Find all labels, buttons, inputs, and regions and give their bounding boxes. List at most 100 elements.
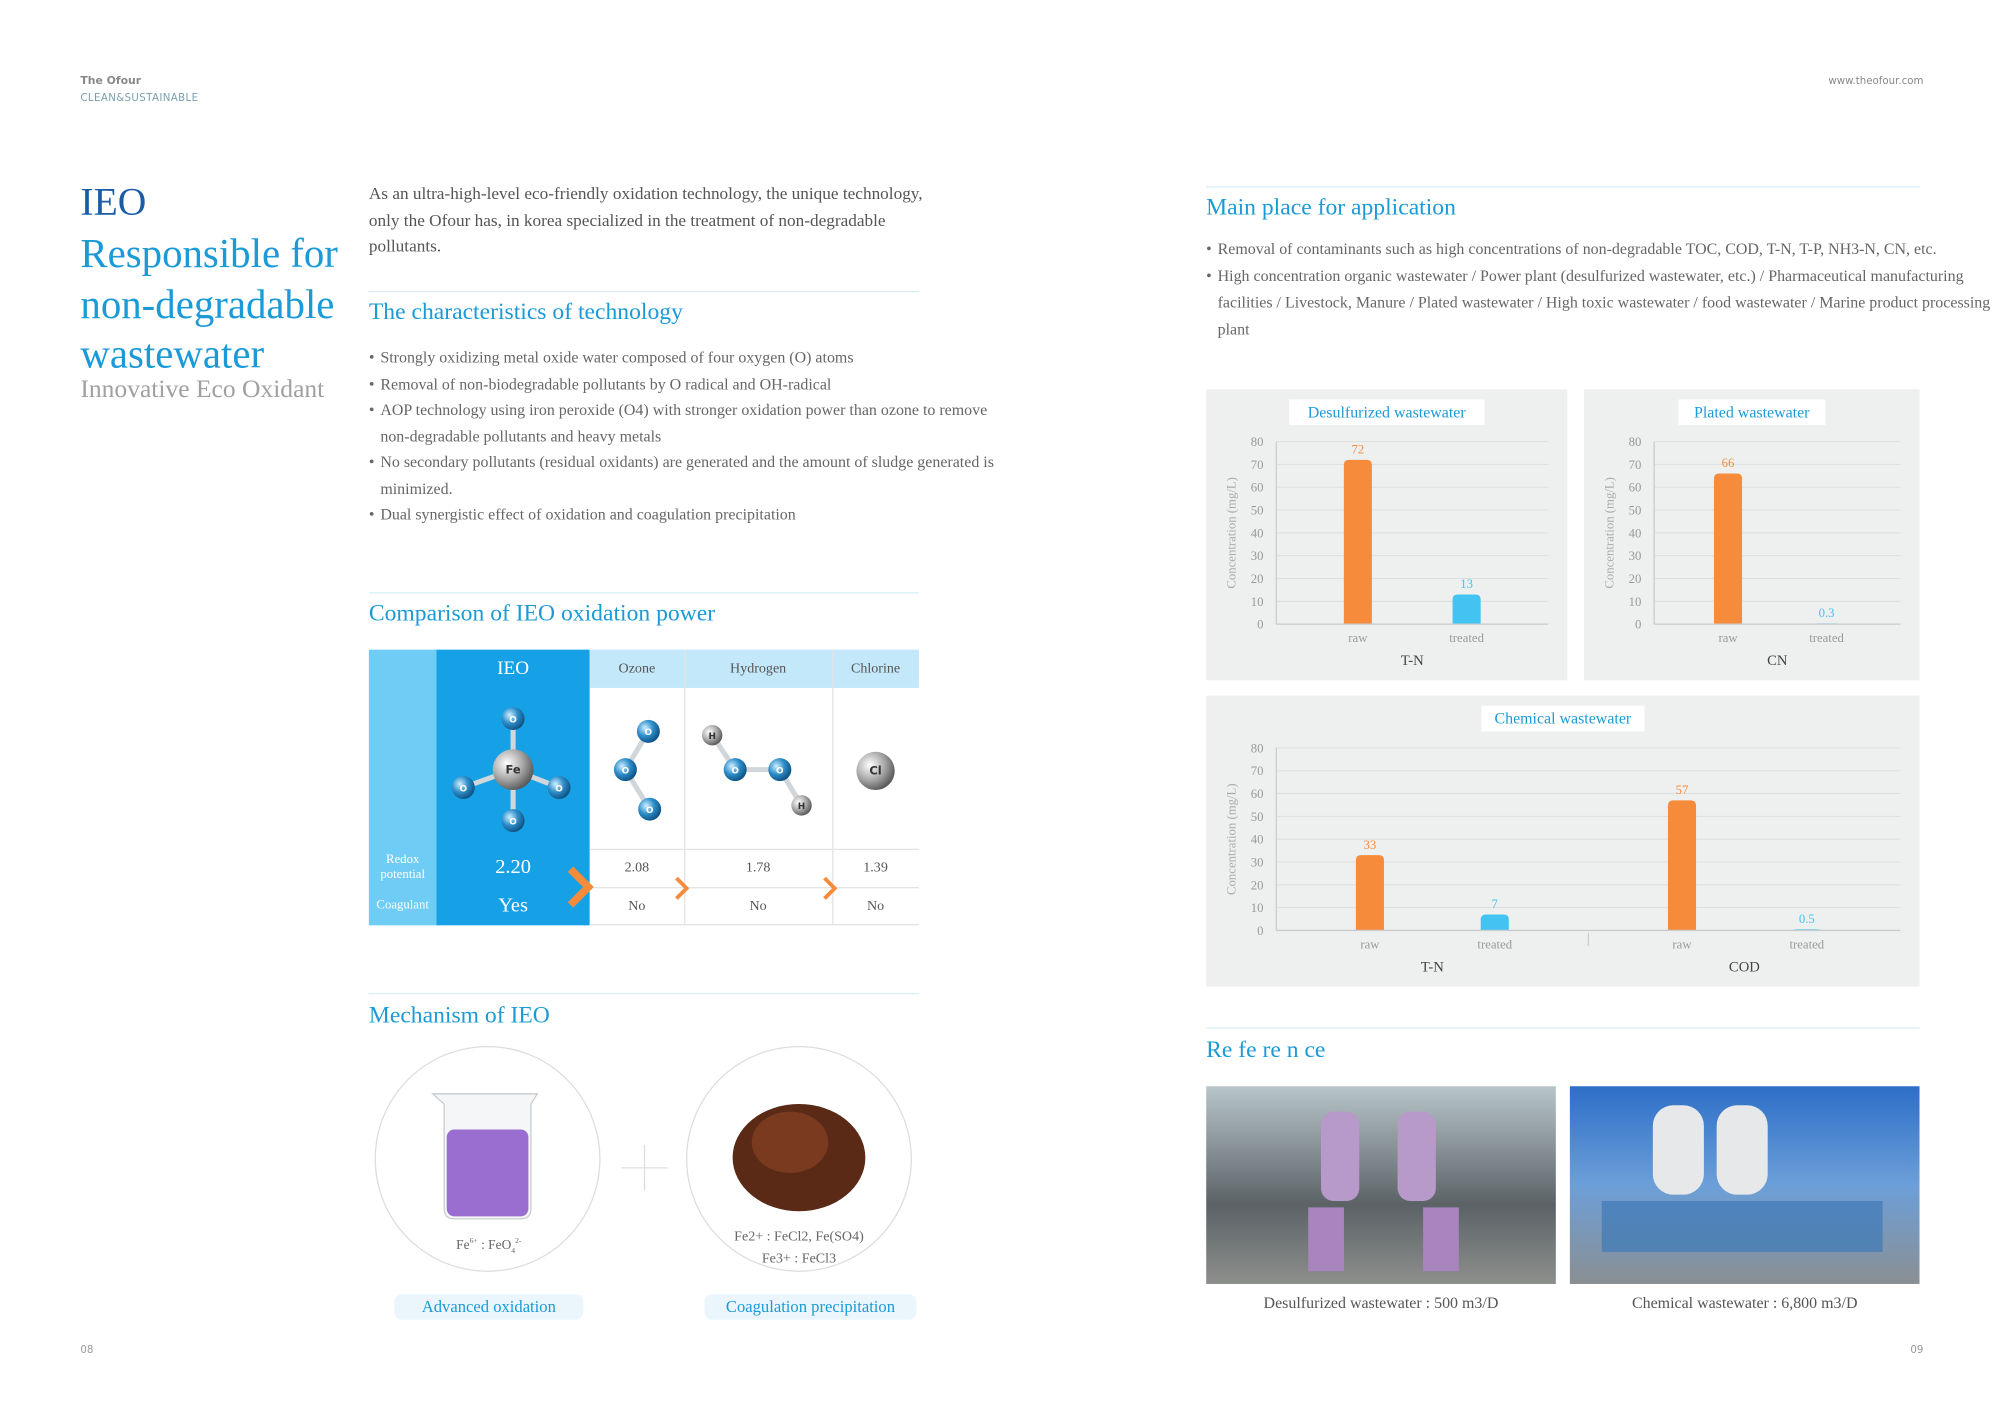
caption: Innovative Eco Oxidant [80, 375, 325, 404]
y-tick-label: 60 [1251, 481, 1264, 495]
atom-label: O [776, 766, 784, 776]
tank [1320, 1111, 1360, 1202]
label-pill: Coagulation precipitation [704, 1294, 917, 1320]
y-tick-label: 60 [1251, 787, 1264, 801]
y-tick-label: 30 [1629, 549, 1642, 563]
powder [751, 1111, 829, 1173]
y-tick-label: 30 [1251, 549, 1264, 563]
photo-caption: Desulfurized wastewater : 500 m3/D [1263, 1294, 1499, 1313]
value-label: 66 [1722, 456, 1735, 470]
tank [1308, 1207, 1344, 1272]
tank [1716, 1105, 1768, 1195]
heading: Comparison of IEO oxidation power [368, 601, 716, 627]
title-pill [1481, 705, 1645, 732]
atom [613, 758, 637, 782]
column-header: IEO [497, 657, 530, 679]
chevron [675, 876, 690, 900]
intro: As an ultra-high-level eco-friendly oxid… [368, 183, 923, 256]
atom [501, 707, 525, 731]
atom [638, 797, 662, 821]
group-label: T-N [1421, 959, 1444, 975]
heading: The characteristics of technology [368, 299, 683, 326]
atom-label: H [798, 802, 805, 812]
column-header: Hydrogen [730, 661, 787, 677]
x-tick-label: treated [1477, 937, 1512, 951]
tank [1397, 1111, 1436, 1202]
atom-label: O [622, 766, 630, 776]
chart-title: Desulfurized wastewater [1308, 404, 1467, 421]
atom [547, 776, 571, 799]
list-item: Removal of non-biodegradable pollutants … [369, 371, 1007, 397]
y-axis-label: Concentration (mg/L) [1602, 477, 1616, 589]
title-pill [1289, 399, 1485, 426]
y-tick-label: 80 [1251, 741, 1264, 755]
list-item: No secondary pollutants (residual oxidan… [369, 449, 1007, 501]
bar [1343, 459, 1372, 625]
y-tick-label: 70 [1251, 458, 1264, 472]
chart-title: Chemical wastewater [1494, 711, 1631, 728]
y-axis-label: Concentration (mg/L) [1224, 783, 1238, 895]
y-tick-label: 10 [1251, 901, 1264, 915]
heading: Mechanism of IEO [368, 1003, 550, 1029]
row-label: Coagulant [376, 898, 429, 913]
atom-label: Fe [506, 762, 521, 776]
y-tick-label: 20 [1251, 878, 1264, 892]
photos [1206, 1086, 1920, 1284]
molecules: Fe O O O O O O O H O O H Cl [451, 707, 895, 833]
chart-panel: Desulfurized wastewater Concentration (mg… [1206, 389, 1568, 681]
y-tick-label: 50 [1629, 504, 1642, 518]
group-label: COD [1729, 959, 1760, 975]
tagline: CLEAN&SUSTAINABLE [80, 91, 199, 104]
atom [701, 724, 723, 746]
x-tick-label: treated [1449, 631, 1484, 645]
chevrons [567, 866, 838, 908]
chart-title: Plated wastewater [1694, 404, 1810, 421]
photo [1206, 1086, 1556, 1284]
value-label: 7 [1492, 897, 1498, 911]
bar [1713, 473, 1743, 625]
atom-label: Cl [869, 764, 881, 778]
value-label: 72 [1352, 442, 1365, 456]
y-tick-label: 60 [1629, 481, 1642, 495]
bar [1452, 594, 1481, 625]
atom [791, 795, 812, 816]
table-cell: 2.20 [495, 856, 531, 879]
comparison-table: Fe O O O O O O O H O O H Cl IEO 2.20 Yes Ozone 2.08 No Hyd… [368, 649, 919, 926]
y-tick-label: 50 [1251, 810, 1264, 824]
application-list: Removal of contaminants such as high con… [1206, 236, 1997, 343]
row-line [589, 848, 919, 851]
x-tick-label: raw [1360, 937, 1380, 951]
table-cell: No [628, 898, 646, 914]
y-axis-label: Concentration (mg/L) [1224, 477, 1238, 589]
atom-label: O [460, 784, 468, 794]
table-cell: 1.78 [745, 860, 771, 876]
piping [1601, 1201, 1883, 1253]
col-line [684, 649, 686, 926]
table-cell: No [749, 898, 767, 914]
bar [1355, 855, 1384, 931]
list-item: AOP technology using iron peroxide (O4) … [369, 397, 1007, 449]
title: IEO [80, 178, 147, 224]
text: 6+ [469, 1238, 478, 1246]
y-tick-label: 50 [1251, 504, 1264, 518]
x-tick-label: treated [1809, 631, 1844, 645]
atom-label: O [555, 784, 563, 794]
row-line [589, 887, 919, 889]
chart: Chemical wastewater Concentration (mg/L) 0… [1224, 705, 1901, 975]
y-tick-label: 40 [1251, 833, 1264, 847]
value-label: 33 [1364, 838, 1377, 852]
y-tick-label: 70 [1251, 764, 1264, 778]
characteristics-list: Strongly oxidizing metal oxide water com… [369, 345, 1007, 528]
group-label: T-N [1401, 653, 1424, 669]
atom [768, 758, 792, 782]
atom-label: O [645, 728, 653, 738]
row-label: Redox potential [380, 852, 426, 882]
url: www.theofour.com [1828, 75, 1924, 87]
column-header: Ozone [618, 661, 656, 677]
y-tick-label: 10 [1629, 595, 1642, 609]
atom [501, 809, 525, 833]
atom-label: O [646, 806, 654, 816]
